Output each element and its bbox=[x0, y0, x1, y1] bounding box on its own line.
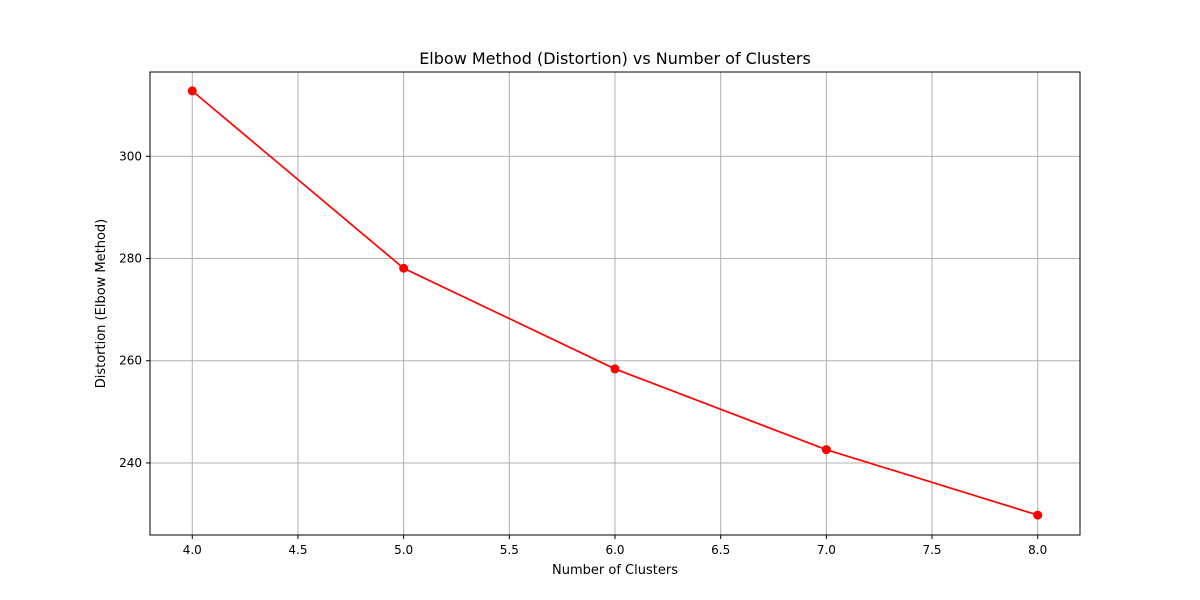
x-tick-label: 4.0 bbox=[183, 543, 202, 557]
chart-title: Elbow Method (Distortion) vs Number of C… bbox=[419, 49, 811, 68]
ticks: 4.0 4.5 5.0 5.5 6.0 6.5 7.0 7.5 8.0 240 260 280 300 bbox=[119, 149, 1047, 557]
y-tick-label: 280 bbox=[119, 252, 142, 266]
y-tick-label: 240 bbox=[119, 456, 142, 470]
y-axis-label: Distortion (Elbow Method) bbox=[94, 219, 109, 389]
data-point bbox=[399, 263, 409, 273]
data-point bbox=[610, 364, 620, 374]
y-tick-label: 300 bbox=[119, 149, 142, 163]
x-tick-label: 5.0 bbox=[394, 543, 413, 557]
x-tick-label: 7.5 bbox=[922, 543, 941, 557]
series-layer bbox=[187, 86, 1043, 520]
x-tick-label: 7.0 bbox=[817, 543, 836, 557]
data-point bbox=[821, 445, 831, 455]
data-point bbox=[1033, 510, 1043, 520]
y-tick-label: 260 bbox=[119, 354, 142, 368]
x-tick-label: 4.5 bbox=[288, 543, 307, 557]
x-tick-label: 5.5 bbox=[500, 543, 519, 557]
grid bbox=[150, 72, 1080, 535]
x-tick-label: 6.5 bbox=[711, 543, 730, 557]
x-tick-label: 8.0 bbox=[1028, 543, 1047, 557]
x-axis-label: Number of Clusters bbox=[552, 563, 678, 578]
data-point bbox=[187, 86, 197, 96]
x-tick-label: 6.0 bbox=[605, 543, 624, 557]
